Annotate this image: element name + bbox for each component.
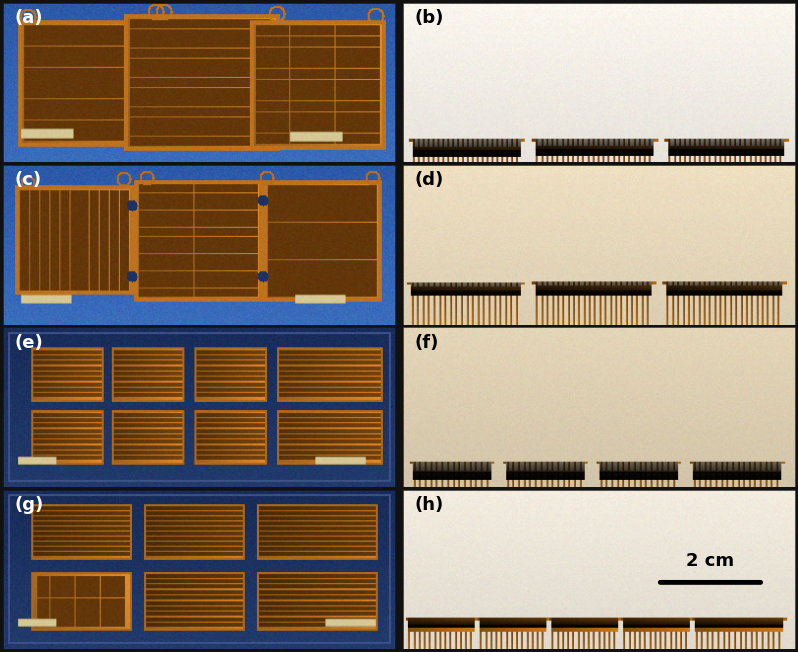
Text: (g): (g) (15, 496, 44, 514)
Text: (e): (e) (15, 334, 44, 352)
Text: (b): (b) (414, 9, 444, 27)
Text: (d): (d) (414, 171, 444, 189)
Text: (f): (f) (414, 334, 439, 352)
Text: (c): (c) (15, 171, 42, 189)
Text: (h): (h) (414, 496, 444, 514)
Text: (a): (a) (15, 9, 43, 27)
Text: 2 cm: 2 cm (686, 552, 734, 570)
